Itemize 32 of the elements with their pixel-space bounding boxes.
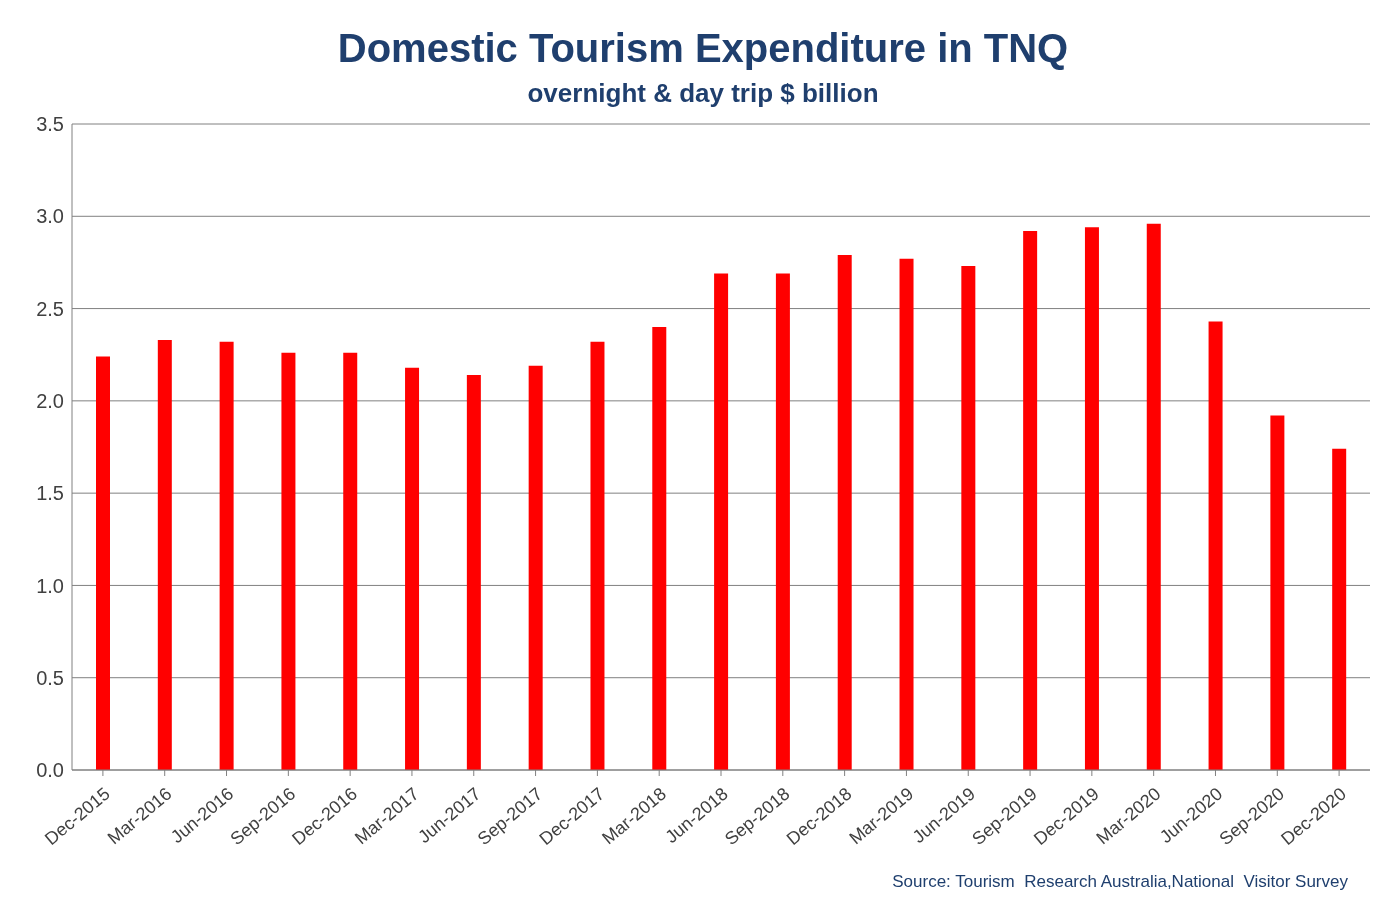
bar [96, 356, 110, 770]
y-tick-label: 1.5 [36, 482, 64, 505]
source-note: Source: Tourism Research Australia,National Visitor Survey [892, 872, 1348, 892]
bar [466, 375, 481, 770]
bar [1332, 448, 1347, 770]
bar [1146, 223, 1161, 770]
bar [528, 365, 543, 770]
bar [1270, 415, 1285, 770]
bar [1208, 321, 1223, 770]
y-tick-label: 0.5 [36, 666, 64, 689]
chart-subtitle: overnight & day trip $ billion [526, 78, 880, 109]
bar [899, 258, 914, 770]
bar [961, 266, 976, 770]
bar [1084, 227, 1099, 770]
bar [714, 273, 729, 770]
bar [219, 341, 234, 770]
bar [281, 352, 296, 770]
bar [837, 255, 852, 770]
y-tick-label: 3.5 [36, 113, 64, 136]
y-tick-label: 0.0 [36, 759, 64, 782]
y-tick-label: 3.0 [36, 205, 64, 228]
bar [343, 352, 358, 770]
chart-title: Domestic Tourism Expenditure in TNQ [336, 26, 1070, 71]
bar [652, 327, 667, 770]
y-tick-label: 2.5 [36, 297, 64, 320]
bar [405, 367, 420, 770]
y-tick-label: 1.0 [36, 574, 64, 597]
bar [590, 341, 605, 770]
bar [775, 273, 790, 770]
bar [1023, 231, 1038, 770]
bar [157, 339, 172, 770]
y-tick-label: 2.0 [36, 389, 64, 412]
